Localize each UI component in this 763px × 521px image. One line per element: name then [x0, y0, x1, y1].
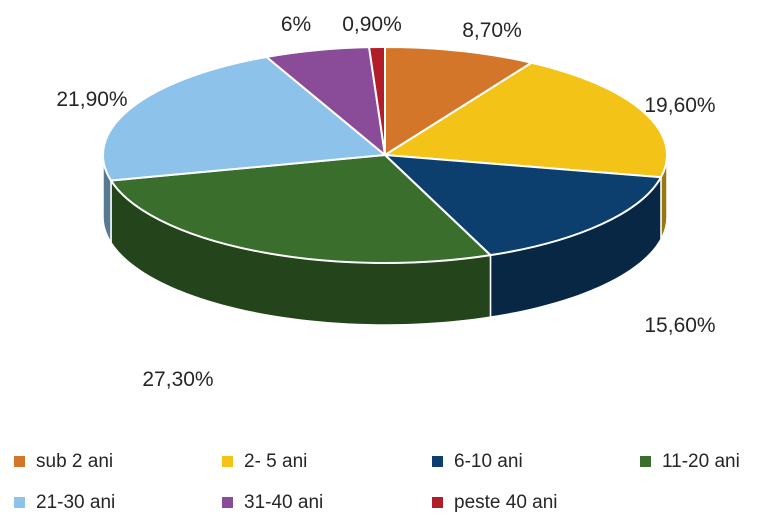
pie-slice-peste-40-ani [368, 45, 386, 156]
data-label-11-20-ani: 27,30% [142, 368, 213, 391]
legend-item-21-30-ani: 21-30 ani [14, 492, 115, 513]
legend-item-11-20-ani: 11-20 ani [640, 451, 740, 472]
legend-swatch [14, 497, 25, 508]
legend: sub 2 ani 2- 5 ani 6-10 ani 11-20 ani 21-30 … [14, 451, 740, 513]
pie-slice-21-30-ani [102, 55, 386, 182]
legend-swatch [14, 456, 25, 467]
data-label-31-40-ani: 6% [281, 13, 311, 36]
legend-item-31-40-ani: 31-40 ani [222, 492, 323, 513]
legend-swatch [222, 497, 233, 508]
legend-label: sub 2 ani [36, 451, 113, 472]
pie-slice-2-5-ani [384, 61, 668, 179]
legend-label: peste 40 ani [454, 492, 558, 513]
data-label-peste-40-ani: 0,90% [342, 13, 402, 36]
pie-slice-sub-2-ani [384, 46, 533, 156]
data-label-2-5-ani: 19,60% [644, 94, 715, 117]
data-label-21-30-ani: 21,90% [56, 88, 127, 111]
data-label-6-10-ani: 15,60% [644, 314, 715, 337]
legend-label: 21-30 ani [36, 492, 115, 513]
legend-item-sub-2-ani: sub 2 ani [14, 451, 113, 472]
data-label-sub-2-ani: 8,70% [462, 19, 522, 42]
data-labels: 8,70% 19,60% 15,60% 27,30% 21,90% 6% 0,90% [56, 13, 715, 391]
pie-tops [102, 45, 668, 264]
legend-item-peste-40-ani: peste 40 ani [432, 492, 558, 513]
legend-label: 6-10 ani [454, 451, 523, 472]
legend-swatch [222, 456, 233, 467]
legend-swatch [432, 456, 443, 467]
legend-swatch [432, 497, 443, 508]
legend-label: 11-20 ani [662, 451, 740, 472]
pie-slice-6-10-ani [384, 154, 662, 257]
legend-item-2-5-ani: 2- 5 ani [222, 451, 307, 472]
legend-item-6-10-ani: 6-10 ani [432, 451, 523, 472]
legend-label: 31-40 ani [244, 492, 323, 513]
legend-swatch [640, 456, 651, 467]
legend-label: 2- 5 ani [244, 451, 307, 472]
pie-slice-11-20-ani [110, 154, 492, 264]
